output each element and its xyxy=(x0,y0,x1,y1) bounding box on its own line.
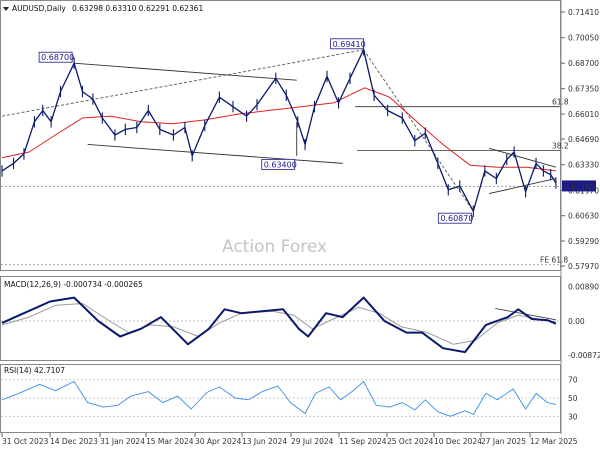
series-layer xyxy=(1,44,557,417)
fib-382-label: 38.2 xyxy=(552,141,569,150)
moving-average-line xyxy=(1,87,556,172)
fe-618-label: FE 61.8 xyxy=(540,256,568,265)
price-tick-label: 0.60630 xyxy=(568,212,599,221)
x-tick-label: 29 Jul 2024 xyxy=(291,437,334,446)
grid-lines xyxy=(1,186,560,417)
swing-low-2: 0.60870 xyxy=(440,214,473,223)
x-tick-label: 30 Apr 2024 xyxy=(195,437,242,446)
annotations: 61.8 38.2 FE 61.8 0.68700 0.63400 0.69410 0.60… xyxy=(4,38,596,375)
trendline-2 xyxy=(1,49,364,117)
x-tick-label: 31 Oct 2023 xyxy=(2,437,49,446)
macd-tick-label: 0.00 xyxy=(568,317,585,326)
price-tick-label: 0.63330 xyxy=(568,161,599,170)
price-tick-label: 0.64690 xyxy=(568,135,599,144)
macd-tick-label: 0.008901 xyxy=(568,282,600,291)
price-tick-label: 0.70050 xyxy=(568,34,599,43)
macd-label: MACD(12,26,9) -0.000734 -0.000265 xyxy=(4,280,143,289)
x-tick-label: 11 Sep 2024 xyxy=(339,437,387,446)
price-tick-label: 0.57970 xyxy=(568,262,599,271)
price-tick-label: 0.59290 xyxy=(568,237,599,246)
swing-low-1-box xyxy=(261,158,296,170)
swing-high-2: 0.69410 xyxy=(333,40,366,49)
x-tick-label: 14 Dec 2023 xyxy=(50,437,98,446)
swing-high-1: 0.68700 xyxy=(41,53,74,62)
watermark: Action Forex xyxy=(222,237,327,257)
swing-low-1: 0.63400 xyxy=(264,160,297,169)
ohlc-readout: 0.63298 0.63310 0.62291 0.62361 xyxy=(72,4,203,13)
price-tick-label: 0.66010 xyxy=(568,110,599,119)
symbol-label: AUDUSD,Daily xyxy=(12,4,66,13)
x-axis: 31 Oct 2023 14 Dec 2023 31 Jan 2024 15 Mar … xyxy=(1,433,578,446)
x-tick-label: 10 Dec 2024 xyxy=(434,437,482,446)
trendline-0 xyxy=(74,62,297,81)
x-tick-label: 25 Oct 2024 xyxy=(387,437,434,446)
current-price-box xyxy=(562,180,596,192)
price-tick-label: 0.71410 xyxy=(568,8,599,17)
rsi-tick-label: 30 xyxy=(568,412,578,421)
macd-signal-line xyxy=(1,303,556,345)
price-tick-label: 0.67350 xyxy=(568,85,599,94)
x-tick-label: 15 Mar 2024 xyxy=(146,437,194,446)
swing-high-1-box xyxy=(38,51,73,63)
macd-panel xyxy=(0,276,561,361)
price-line xyxy=(1,49,557,212)
trendline-4 xyxy=(488,147,557,168)
macd-tick-label: -0.008729 xyxy=(568,351,600,360)
x-tick-label: 12 Mar 2025 xyxy=(530,437,578,446)
macd-line xyxy=(1,296,557,354)
fib-618-label: 61.8 xyxy=(552,98,569,107)
rsi-tick-label: 70 xyxy=(568,376,578,385)
triangle-down-icon[interactable] xyxy=(3,7,9,11)
swing-high-2-box xyxy=(330,38,365,50)
x-tick-label: 27 Jan 2025 xyxy=(481,437,526,446)
trendlines xyxy=(1,49,560,321)
price-panel xyxy=(0,0,561,271)
price-scale: 0.71410 0.70050 0.68700 0.67350 0.66010 0.646… xyxy=(561,8,600,421)
x-tick-label: 13 Jun 2024 xyxy=(242,437,287,446)
price-tick-label: 0.68700 xyxy=(568,59,599,68)
rsi-tick-label: 50 xyxy=(568,394,578,403)
trendline-1 xyxy=(87,144,343,164)
swing-low-2-box xyxy=(437,212,472,224)
trendline-3 xyxy=(363,49,474,212)
current-price-label: 0.62180 xyxy=(564,182,595,191)
rsi-panel xyxy=(0,364,561,433)
x-tick-label: 31 Jan 2024 xyxy=(100,437,145,446)
trendline-5 xyxy=(488,178,557,195)
rsi-line xyxy=(1,381,556,417)
rsi-label: RSI(14) 42.7107 xyxy=(4,366,65,375)
